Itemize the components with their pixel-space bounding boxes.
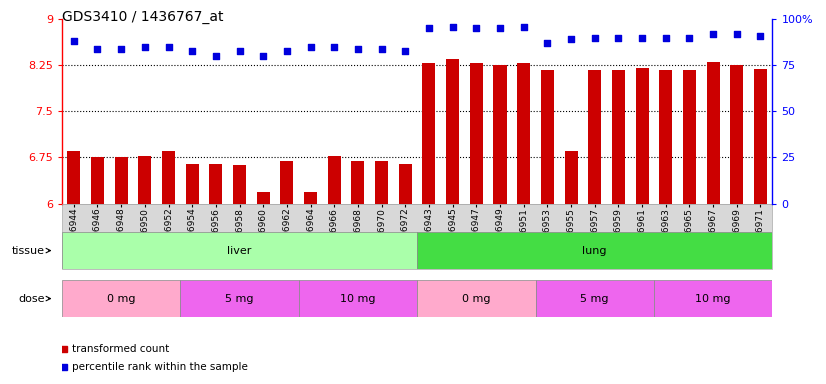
Bar — [706, 62, 719, 204]
Bar — [683, 70, 696, 204]
Bar — [162, 151, 175, 204]
Point — [162, 44, 175, 50]
Bar — [635, 68, 648, 204]
Bar — [91, 157, 104, 204]
Bar — [67, 151, 80, 204]
Point — [730, 31, 743, 37]
Bar — [754, 69, 767, 204]
Point — [588, 35, 601, 41]
Point — [470, 25, 483, 31]
Bar — [654, 280, 772, 317]
Bar — [375, 161, 388, 204]
Bar — [351, 161, 364, 204]
Point — [186, 48, 199, 54]
Bar — [186, 164, 199, 204]
Bar — [257, 192, 270, 204]
Bar — [535, 280, 654, 317]
Text: transformed count: transformed count — [73, 344, 169, 354]
Point — [67, 38, 80, 45]
Point — [280, 48, 293, 54]
Bar — [299, 280, 417, 317]
Text: GDS3410 / 1436767_at: GDS3410 / 1436767_at — [62, 10, 224, 23]
Point — [375, 46, 388, 52]
Bar — [62, 232, 417, 269]
Point — [683, 35, 696, 41]
Bar — [209, 164, 222, 204]
Bar — [541, 70, 554, 204]
Text: liver: liver — [227, 245, 252, 256]
Point — [351, 46, 364, 52]
Bar — [470, 63, 483, 204]
Point — [233, 48, 246, 54]
Point — [257, 53, 270, 59]
Point — [493, 25, 506, 31]
Bar — [659, 70, 672, 204]
Point — [541, 40, 554, 46]
Point — [754, 33, 767, 39]
Bar — [138, 156, 151, 204]
Text: 0 mg: 0 mg — [462, 293, 491, 304]
Bar — [588, 70, 601, 204]
Bar — [417, 232, 772, 269]
Point — [399, 48, 412, 54]
Bar — [422, 63, 435, 204]
Point — [564, 36, 577, 43]
Point — [517, 23, 530, 30]
Text: 5 mg: 5 mg — [225, 293, 254, 304]
Text: 5 mg: 5 mg — [581, 293, 609, 304]
Point — [446, 23, 459, 30]
Text: 10 mg: 10 mg — [340, 293, 376, 304]
Point — [659, 35, 672, 41]
Text: tissue: tissue — [12, 245, 45, 256]
Bar — [493, 65, 506, 204]
Point — [91, 46, 104, 52]
Point — [612, 35, 625, 41]
Point — [328, 44, 341, 50]
Bar — [730, 65, 743, 204]
Text: dose: dose — [18, 293, 45, 304]
Bar — [399, 164, 412, 204]
Bar — [233, 165, 246, 204]
Bar — [115, 157, 128, 204]
Text: 0 mg: 0 mg — [107, 293, 135, 304]
Bar — [417, 280, 535, 317]
Bar — [517, 63, 530, 204]
Point — [304, 44, 317, 50]
Bar — [62, 280, 180, 317]
Point — [635, 35, 648, 41]
Bar — [446, 59, 459, 204]
Point — [115, 46, 128, 52]
Bar — [304, 192, 317, 204]
Point — [209, 53, 222, 59]
Bar — [328, 156, 341, 204]
Bar — [612, 70, 625, 204]
Text: lung: lung — [582, 245, 607, 256]
Point — [138, 44, 151, 50]
Point — [422, 25, 435, 31]
Bar — [280, 161, 293, 204]
Text: percentile rank within the sample: percentile rank within the sample — [73, 362, 248, 372]
Text: 10 mg: 10 mg — [695, 293, 731, 304]
Bar — [180, 280, 299, 317]
Point — [706, 31, 719, 37]
Bar — [564, 151, 577, 204]
